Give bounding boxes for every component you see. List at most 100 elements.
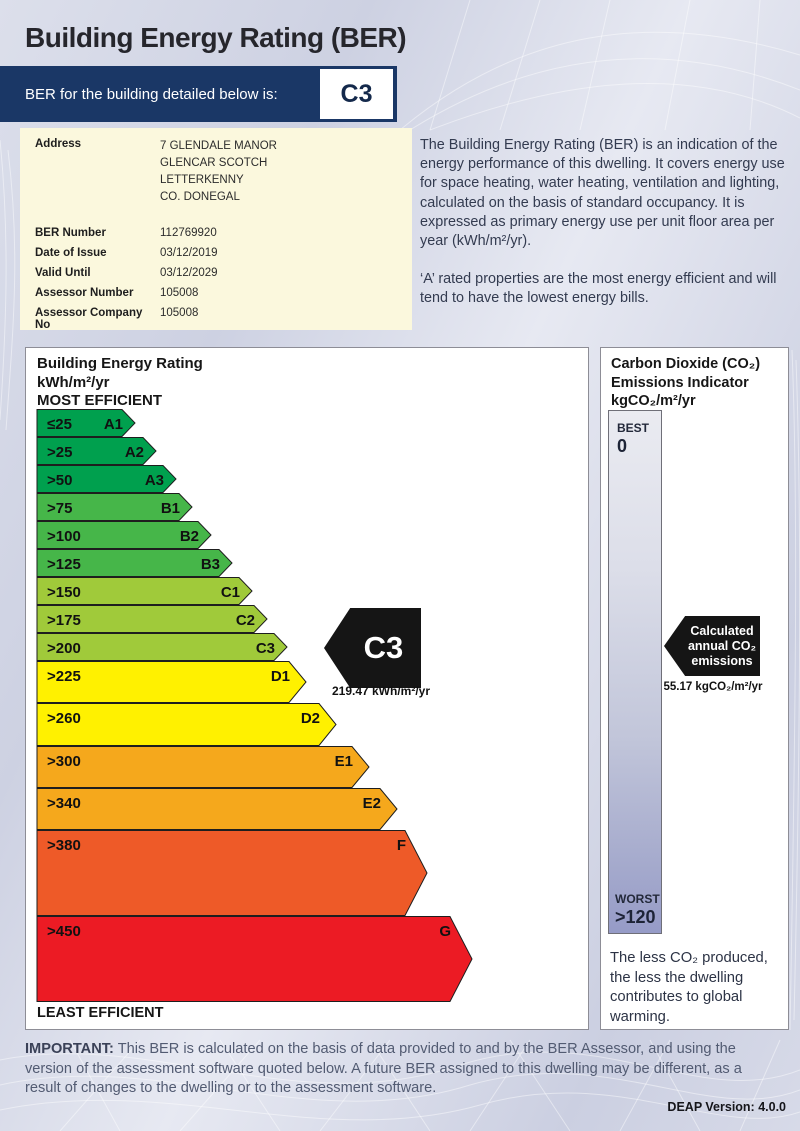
band-letter-label: D1 <box>271 668 290 685</box>
rating-band-D2 <box>36 703 337 746</box>
rating-value-box: C3 <box>320 69 393 119</box>
co2-note: The less CO₂ produced, the less the dwel… <box>610 950 768 1025</box>
co2-title-line: Carbon Dioxide (CO₂) <box>611 356 761 372</box>
band-letter-label: A1 <box>104 416 123 433</box>
band-range-label: >50 <box>47 472 72 489</box>
field-row-date-of-issue: Date of Issue 03/12/2019 <box>35 247 400 267</box>
rating-band-B2 <box>36 521 212 549</box>
band-letter-label: A3 <box>145 472 164 489</box>
address-line: 7 GLENDALE MANOR <box>160 140 277 152</box>
page-title: Building Energy Rating (BER) <box>25 22 407 53</box>
rating-band-G <box>36 916 473 1002</box>
field-value: 03/12/2019 <box>160 247 218 259</box>
band-letter-label: B3 <box>201 556 220 573</box>
co2-arrow-line: Calculated <box>690 623 754 638</box>
field-label: Assessor Number <box>35 287 134 299</box>
field-value: 105008 <box>160 287 199 299</box>
field-row-assessor-company: Assessor Company No 105008 <box>35 307 400 331</box>
co2-title-line: Emissions Indicator <box>611 374 749 391</box>
band-letter-label: D2 <box>301 710 320 727</box>
building-details-panel: Address 7 GLENDALE MANOR GLENCAR SCOTCH … <box>20 128 412 331</box>
rating-header-label: BER for the building detailed below is: <box>25 85 278 103</box>
description-paragraph-2: ‘A’ rated properties are the most energy… <box>420 271 777 307</box>
band-range-label: >300 <box>47 753 81 770</box>
band-letter-label: C3 <box>256 640 275 657</box>
co2-worst-label: WORST <box>615 892 660 906</box>
band-range-label: ≤25 <box>47 416 72 433</box>
band-range-label: >450 <box>47 923 81 940</box>
co2-arrow-text: Calculated annual CO₂ emissions <box>684 624 760 669</box>
band-range-label: >340 <box>47 795 81 812</box>
rating-band-B3 <box>36 549 233 577</box>
address-line: GLENCAR SCOTCH <box>160 157 268 169</box>
band-range-label: >260 <box>47 710 81 727</box>
field-value: 112769920 <box>160 227 217 239</box>
chart-title: Building Energy Rating <box>37 355 203 372</box>
band-range-label: >380 <box>47 837 81 854</box>
band-letter-label: C1 <box>221 584 240 601</box>
band-letter-label: G <box>439 923 451 940</box>
field-value: 105008 <box>160 307 199 319</box>
rating-band-C2 <box>36 605 268 633</box>
rating-band-A3 <box>36 465 177 493</box>
chart-unit-label: kWh/m²/yr <box>37 373 110 391</box>
co2-scale-bar: BEST 0 WORST >120 <box>608 410 662 934</box>
field-label: BER Number <box>35 227 106 239</box>
band-range-label: >75 <box>47 500 72 517</box>
rating-band-C1 <box>36 577 253 605</box>
rating-arrow-value: 219.47 kWh/m²/yr <box>331 684 431 698</box>
band-letter-label: B1 <box>161 500 180 517</box>
rating-band-B1 <box>36 493 193 521</box>
ber-description: The Building Energy Rating (BER) is an i… <box>420 136 792 328</box>
band-letter-label: F <box>397 837 406 854</box>
field-value: 03/12/2029 <box>160 267 218 279</box>
address-lines: 7 GLENDALE MANOR GLENCAR SCOTCH LETTERKE… <box>160 138 277 206</box>
co2-indicator-panel: Carbon Dioxide (CO₂) Emissions Indicator… <box>600 347 789 1030</box>
rating-band-A1 <box>36 409 136 437</box>
rating-header-bar: BER for the building detailed below is: … <box>0 66 397 122</box>
rating-band-D1 <box>36 661 307 703</box>
rating-band-C3 <box>36 633 288 661</box>
rating-band-A2 <box>36 437 157 465</box>
co2-arrow-marker: Calculated annual CO₂ emissions <box>664 616 760 676</box>
chart-heading: Building Energy Rating kWh/m²/yr MOST EF… <box>37 355 203 411</box>
co2-arrow-value: 55.17 kgCO₂/m²/yr <box>663 681 763 693</box>
field-row-valid-until: Valid Until 03/12/2029 <box>35 267 400 287</box>
band-range-label: >100 <box>47 528 81 545</box>
co2-best-value: 0 <box>617 436 628 456</box>
band-letter-label: A2 <box>125 444 144 461</box>
band-letter-label: C2 <box>236 612 255 629</box>
field-label: Assessor Company No <box>35 307 143 331</box>
rating-band-E1 <box>36 746 370 788</box>
field-row-assessor-number: Assessor Number 105008 <box>35 287 400 307</box>
certificate-fields: BER Number 112769920 Date of Issue 03/12… <box>35 227 400 331</box>
address-row: Address 7 GLENDALE MANOR GLENCAR SCOTCH … <box>35 138 277 206</box>
field-label: Date of Issue <box>35 247 107 259</box>
field-label: Valid Until <box>35 267 91 279</box>
most-efficient-label: MOST EFFICIENT <box>37 392 162 409</box>
co2-heading: Carbon Dioxide (CO₂) Emissions Indicator… <box>611 355 760 411</box>
ber-scale-panel: Building Energy Rating kWh/m²/yr MOST EF… <box>25 347 589 1030</box>
co2-worst-value: >120 <box>615 907 656 927</box>
rating-arrow-letter: C3 <box>363 630 404 665</box>
band-range-label: >225 <box>47 668 81 685</box>
important-notice: IMPORTANT: This BER is calculated on the… <box>25 1040 745 1099</box>
co2-unit-label: kgCO₂/m²/yr <box>611 393 696 409</box>
band-range-label: >25 <box>47 444 72 461</box>
band-letter-label: E2 <box>363 795 381 812</box>
rating-band-E2 <box>36 788 398 830</box>
address-line: CO. DONEGAL <box>160 191 240 203</box>
band-range-label: >175 <box>47 612 81 629</box>
description-paragraph-1: The Building Energy Rating (BER) is an i… <box>420 137 785 250</box>
rating-band-F <box>36 830 428 916</box>
address-label: Address <box>35 138 82 150</box>
co2-arrow-line: annual CO₂ <box>687 638 757 653</box>
co2-arrow-line: emissions <box>691 653 753 668</box>
band-letter-label: E1 <box>335 753 353 770</box>
important-text: This BER is calculated on the basis of d… <box>25 1041 742 1096</box>
least-efficient-label: LEAST EFFICIENT <box>37 1005 164 1021</box>
band-range-label: >150 <box>47 584 81 601</box>
deap-version: DEAP Version: 4.0.0 <box>667 1100 786 1114</box>
